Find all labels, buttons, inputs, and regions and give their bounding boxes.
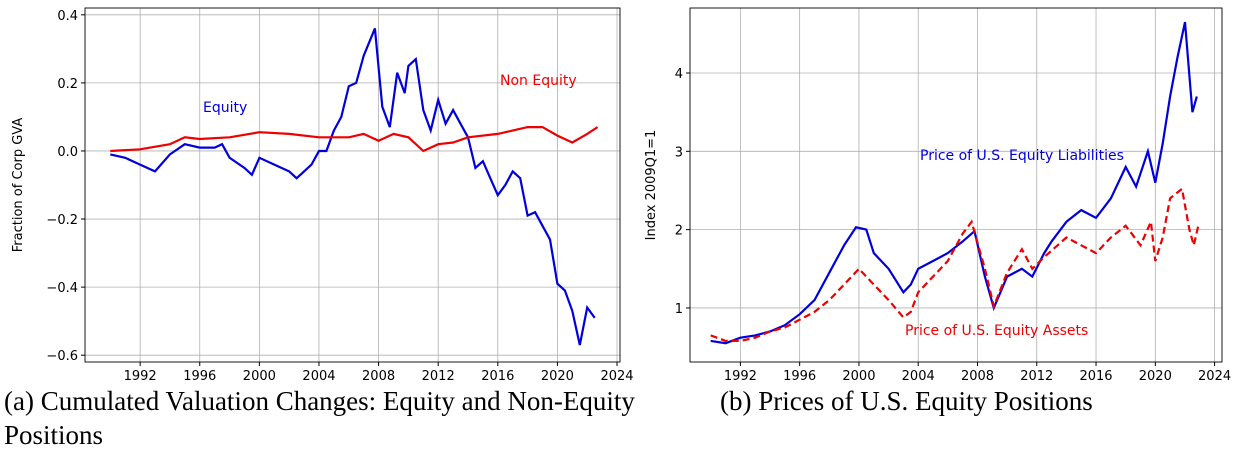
- x-tick-label: 2008: [362, 369, 395, 380]
- x-tick-label: 2020: [541, 369, 574, 380]
- x-tick-label: 2000: [243, 369, 276, 380]
- series-label: Equity: [203, 100, 247, 116]
- x-tick-label: 2008: [961, 369, 994, 380]
- plot-frame: [84, 7, 621, 363]
- y-tick-label: −0.4: [46, 281, 78, 296]
- caption: (b) Prices of U.S. Equity Positions: [720, 386, 1093, 416]
- y-tick-label: −0.6: [46, 349, 78, 364]
- x-tick-label: 2024: [1198, 369, 1231, 380]
- x-tick-label: 2004: [302, 369, 335, 380]
- x-tick-label: 1996: [183, 369, 216, 380]
- series-line: [710, 21, 1198, 345]
- plot-frame: [689, 7, 1223, 363]
- series-label: Non Equity: [500, 73, 577, 89]
- x-tick-label: 1992: [124, 369, 157, 380]
- x-tick-label: 2016: [481, 369, 514, 380]
- caption: (a) Cumulated Valuation Changes: Equity …: [4, 386, 635, 450]
- y-tick-label: 0.2: [57, 77, 78, 92]
- charts: 1992 1996 2000 2004 2008 2012 2016 2020 2024 −0.6…: [11, 7, 1231, 380]
- x-tick-label: 2024: [600, 369, 633, 380]
- series-label: Price of U.S. Equity Liabilities: [920, 148, 1124, 164]
- y-tick-label: −0.2: [46, 213, 78, 228]
- x-tick-label: 1992: [724, 369, 757, 380]
- y-tick-label: 3: [675, 145, 683, 160]
- series-label: Price of U.S. Equity Assets: [905, 323, 1088, 339]
- y-tick-label: 0.0: [57, 145, 78, 160]
- y-tick-label: 1: [675, 302, 683, 317]
- x-tick-label: 2012: [1020, 369, 1053, 380]
- x-tick-label: 2004: [902, 369, 935, 380]
- y-tick-label: 4: [675, 67, 683, 82]
- y-tick-label: 2: [675, 224, 683, 239]
- x-tick-label: 2000: [842, 369, 875, 380]
- y-axis-label: Index 2009Q1=1: [644, 130, 659, 241]
- series-line: [110, 126, 599, 153]
- series-line: [110, 27, 596, 346]
- x-tick-label: 2012: [422, 369, 455, 380]
- x-tick-label: 1996: [783, 369, 816, 380]
- series-line: [710, 186, 1200, 342]
- x-tick-label: 2020: [1139, 369, 1172, 380]
- y-axis-label: Fraction of Corp GVA: [11, 118, 26, 253]
- y-tick-label: 0.4: [57, 9, 78, 24]
- x-tick-label: 2016: [1079, 369, 1112, 380]
